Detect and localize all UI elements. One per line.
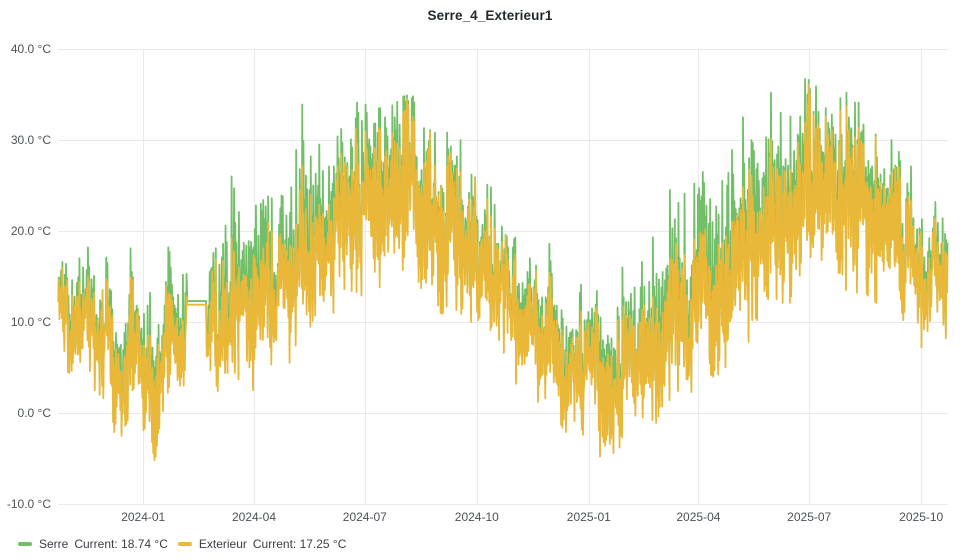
legend-item-serre[interactable]: Serre Current: 18.74 °C	[18, 537, 168, 552]
series-exterieur	[57, 83, 949, 462]
y-tick-label: 30.0 °C	[10, 133, 51, 147]
legend-current-value: Current: 17.25 °C	[252, 536, 347, 551]
y-tick-label: 40.0 °C	[10, 42, 51, 56]
x-tick-label: 2024-10	[454, 510, 499, 524]
y-tick-label: 0.0 °C	[17, 406, 51, 420]
chart-title[interactable]: Serre_4_Exterieur1	[427, 8, 553, 23]
x-tick-label: 2024-04	[231, 510, 277, 524]
x-tick-label: 2024-01	[121, 510, 166, 524]
x-tick-label: 2025-10	[899, 510, 944, 524]
x-tick-label: 2025-07	[787, 510, 832, 524]
y-tick-label: 10.0 °C	[10, 315, 51, 329]
legend: Serre Current: 18.74 °C Exterieur Current: …	[18, 536, 356, 552]
y-tick-label: 20.0 °C	[10, 224, 51, 238]
legend-current-value: Current: 18.74 °C	[74, 536, 168, 551]
y-tick-label: -10.0 °C	[6, 497, 51, 511]
legend-item-exterieur[interactable]: Exterieur Current: 17.25 °C	[177, 536, 347, 552]
x-tick-label: 2024-07	[342, 510, 387, 524]
legend-series-name[interactable]: Serre	[39, 536, 69, 551]
x-tick-label: 2025-04	[676, 510, 721, 524]
x-tick-label: 2025-01	[566, 510, 611, 524]
legend-swatch-icon[interactable]	[177, 542, 192, 546]
legend-series-name[interactable]: Exterieur	[198, 536, 247, 551]
legend-swatch-icon[interactable]	[18, 542, 32, 546]
